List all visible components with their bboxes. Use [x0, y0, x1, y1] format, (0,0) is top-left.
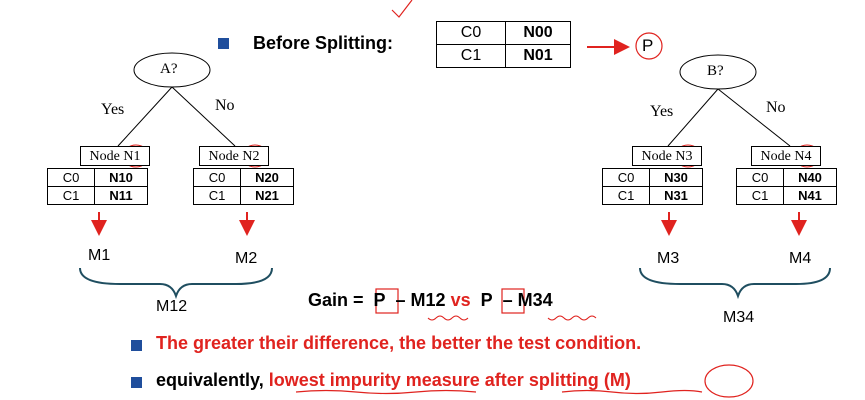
- table-n1: C0 N10 C1 N11: [47, 168, 148, 205]
- before-table: C0 N00 C1 N01: [436, 21, 571, 68]
- bullet-2-pre: equivalently,: [156, 370, 269, 390]
- table-cell: N11: [94, 186, 148, 205]
- table-cell: C1: [47, 186, 95, 205]
- table-row: C0 N00: [436, 21, 571, 45]
- table-cell: N21: [240, 186, 294, 205]
- gain-term1: – M12: [390, 290, 451, 310]
- node-n2: Node N2: [199, 146, 269, 166]
- gain-prefix: Gain =: [308, 290, 369, 310]
- bullet-2-text: equivalently, lowest impurity measure af…: [156, 370, 631, 391]
- table-cell: N40: [783, 168, 837, 187]
- edge-b-yes: [667, 88, 719, 147]
- parent-p-label: P: [642, 36, 654, 55]
- gain-vs: vs: [450, 290, 471, 310]
- table-row: C0 N10: [47, 168, 148, 187]
- table-cell: C0: [193, 168, 241, 187]
- table-cell: C0: [436, 21, 506, 45]
- branch-b-no: No: [766, 99, 786, 116]
- table-row: C0 N30: [602, 168, 703, 187]
- brace-m12: [79, 267, 273, 300]
- m2-label: M2: [235, 250, 258, 267]
- bullet-2-red1: lowest impurity measure: [268, 370, 480, 390]
- m4-label: M4: [789, 250, 812, 267]
- table-cell: N01: [505, 44, 571, 68]
- table-cell: C1: [602, 186, 650, 205]
- table-cell: N00: [505, 21, 571, 45]
- gain-p1-box: [375, 288, 399, 314]
- bullet-1-text: The greater their difference, the better…: [156, 333, 642, 353]
- gain-p2-box: [501, 288, 525, 314]
- table-cell: C1: [736, 186, 784, 205]
- table-row: C1 N11: [47, 186, 148, 205]
- squiggle-m12: [427, 315, 469, 321]
- table-row: C1 N31: [602, 186, 703, 205]
- edge-b-no: [717, 88, 791, 147]
- gain-term2: – M34: [497, 290, 553, 310]
- table-cell: N10: [94, 168, 148, 187]
- table-cell: N20: [240, 168, 294, 187]
- p-circle: [635, 32, 663, 60]
- node-n3: Node N3: [632, 146, 702, 166]
- table-n2: C0 N20 C1 N21: [193, 168, 294, 205]
- bullet-1: [131, 340, 142, 351]
- m3-label: M3: [657, 250, 680, 267]
- table-row: C1 N21: [193, 186, 294, 205]
- table-row: C0 N40: [736, 168, 837, 187]
- node-n1: Node N1: [80, 146, 150, 166]
- before-splitting-label: Before Splitting:: [253, 33, 393, 53]
- table-row: C1 N01: [436, 44, 571, 68]
- brace-m34: [639, 267, 831, 300]
- squiggle-m34: [547, 315, 597, 321]
- table-cell: C1: [436, 44, 506, 68]
- table-cell: C0: [47, 168, 95, 187]
- root-b-label: B?: [707, 63, 724, 79]
- gain-formula: Gain = P – M12 vs P – M34: [308, 290, 553, 311]
- bullet-2-end: (M): [603, 370, 631, 390]
- branch-a-yes: Yes: [101, 101, 125, 118]
- bullet-before: [218, 38, 229, 49]
- gain-p2: P: [480, 290, 493, 310]
- m1-label: M1: [88, 247, 111, 264]
- table-n3: C0 N30 C1 N31: [602, 168, 703, 205]
- m34-label: M34: [723, 309, 755, 326]
- table-cell: N30: [649, 168, 703, 187]
- root-a-label: A?: [160, 61, 178, 77]
- bullet-2: [131, 377, 142, 388]
- table-row: C0 N20: [193, 168, 294, 187]
- edge-a-no: [171, 86, 236, 147]
- table-n4: C0 N40 C1 N41: [736, 168, 837, 205]
- bullet-2-red2: after splitting: [484, 370, 599, 390]
- m12-label: M12: [156, 298, 188, 315]
- edge-a-yes: [117, 86, 173, 147]
- check-mark: [391, 0, 413, 18]
- underline-after-splitting: [561, 389, 703, 395]
- underline-impurity: [295, 389, 477, 395]
- gain-p1: P: [373, 290, 386, 310]
- table-cell: C1: [193, 186, 241, 205]
- branch-a-no: No: [215, 97, 235, 114]
- table-row: C1 N41: [736, 186, 837, 205]
- table-cell: C0: [736, 168, 784, 187]
- m-circle: [704, 364, 754, 398]
- table-cell: N41: [783, 186, 837, 205]
- node-n4: Node N4: [751, 146, 821, 166]
- table-cell: C0: [602, 168, 650, 187]
- table-cell: N31: [649, 186, 703, 205]
- branch-b-yes: Yes: [650, 103, 674, 120]
